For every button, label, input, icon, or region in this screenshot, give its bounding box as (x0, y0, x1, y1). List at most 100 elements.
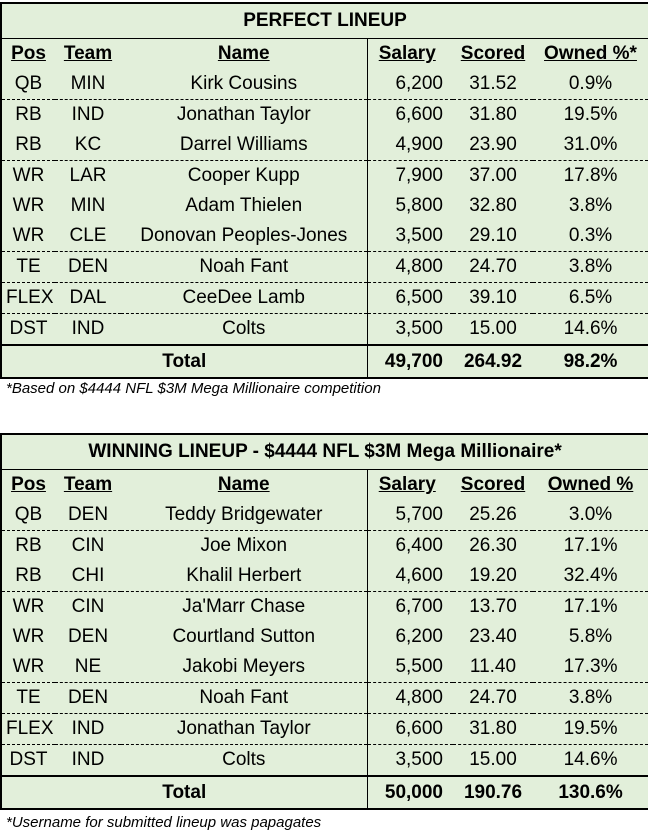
cell-team: DEN (55, 251, 121, 283)
cell-team: DAL (55, 282, 121, 314)
cell-owned: 17.1% (533, 591, 648, 622)
cell-owned: 17.8% (533, 160, 648, 191)
cell-pos: WR (0, 591, 55, 622)
cell-pos: RB (0, 561, 55, 592)
cell-owned: 0.3% (533, 221, 648, 252)
header-pos: Pos (0, 469, 55, 500)
cell-salary: 3,500 (367, 744, 453, 776)
winning-lineup-title: WINNING LINEUP - $4444 NFL $3M Mega Mill… (0, 433, 648, 470)
cell-name: Khalil Herbert (121, 561, 368, 592)
cell-scored: 19.20 (469, 565, 517, 586)
cell-name: Courtland Sutton (121, 622, 368, 652)
cell-owned: 17.3% (533, 652, 648, 683)
cell-scored: 37.00 (453, 160, 533, 191)
cell-owned: 32.4% (533, 561, 648, 592)
cell-pos: RB (0, 99, 55, 130)
cell-name: Kirk Cousins (121, 69, 368, 100)
cell-team: LAR (55, 160, 121, 191)
header-team: Team (63, 474, 113, 495)
cell-owned: 3.0% (533, 500, 648, 531)
cell-salary: 5,800 (395, 195, 443, 216)
table-row: FLEX DAL CeeDee Lamb 6,500 39.10 6.5% (0, 282, 648, 314)
cell-salary: 7,900 (367, 160, 453, 191)
table-row: WR MIN Adam Thielen 5,800 32.80 3.8% (0, 191, 648, 221)
perfect-lineup-footnote: *Based on $4444 NFL $3M Mega Millionaire… (6, 380, 381, 397)
cell-salary: 4,800 (367, 682, 453, 714)
cell-scored: 39.10 (453, 282, 533, 314)
cell-name: Ja'Marr Chase (121, 591, 368, 622)
cell-scored: 31.80 (453, 99, 533, 130)
table-row: DST IND Colts 3,500 15.00 14.6% (0, 313, 648, 345)
cell-owned: 0.9% (533, 69, 648, 100)
cell-pos: RB (0, 130, 55, 161)
cell-pos: WR (0, 191, 55, 221)
cell-pos: DST (0, 313, 55, 345)
winning-lineup-title-row: WINNING LINEUP - $4444 NFL $3M Mega Mill… (0, 433, 648, 470)
table-row: QB DEN Teddy Bridgewater 5,700 25.26 3.0… (0, 500, 648, 531)
cell-scored: 32.80 (469, 195, 517, 216)
perfect-lineup-title: PERFECT LINEUP (0, 2, 648, 39)
cell-salary: 6,200 (395, 73, 443, 94)
cell-team: IND (55, 99, 121, 130)
table-row: RB CHI Khalil Herbert 4,600 19.20 32.4% (0, 561, 648, 592)
cell-pos: WR (0, 160, 55, 191)
cell-name: Jakobi Meyers (121, 652, 368, 683)
table-row: WR DEN Courtland Sutton 6,200 23.40 5.8% (0, 622, 648, 652)
cell-salary: 6,700 (367, 591, 453, 622)
cell-salary: 6,200 (395, 626, 443, 647)
header-owned: Owned % (533, 469, 648, 500)
total-scored: 264.92 (453, 344, 533, 379)
cell-team: IND (55, 313, 121, 345)
cell-owned: 19.5% (533, 713, 648, 745)
total-salary: 49,700 (367, 344, 453, 379)
header-salary: Salary (378, 43, 436, 64)
cell-owned: 14.6% (533, 744, 648, 776)
cell-pos: TE (0, 682, 55, 714)
cell-team: DEN (67, 626, 109, 647)
cell-owned: 3.8% (533, 682, 648, 714)
cell-name: Jonathan Taylor (121, 713, 368, 745)
table-row: WR CIN Ja'Marr Chase 6,700 13.70 17.1% (0, 591, 648, 622)
total-owned: 130.6% (533, 775, 648, 810)
perfect-lineup-header-row: Pos Team Name Salary Scored Owned %* (0, 38, 648, 69)
cell-scored: 13.70 (453, 591, 533, 622)
cell-team: MIN (70, 73, 106, 94)
cell-scored: 31.80 (453, 713, 533, 745)
cell-owned: 31.0% (533, 130, 648, 161)
cell-team: NE (74, 656, 102, 677)
cell-salary: 5,500 (395, 656, 443, 677)
cell-team: IND (55, 744, 121, 776)
cell-team: CLE (69, 225, 107, 246)
cell-pos: FLEX (0, 713, 55, 745)
cell-name: Adam Thielen (121, 191, 368, 221)
perfect-lineup-table: PERFECT LINEUP Pos Team Name Salary Scor… (0, 2, 648, 379)
table-row: FLEX IND Jonathan Taylor 6,600 31.80 19.… (0, 713, 648, 745)
cell-scored: 25.26 (469, 504, 517, 525)
cell-name: CeeDee Lamb (121, 282, 368, 314)
cell-name: Joe Mixon (121, 530, 368, 561)
table-row: RB CIN Joe Mixon 6,400 26.30 17.1% (0, 530, 648, 561)
cell-pos: DST (0, 744, 55, 776)
cell-owned: 3.8% (533, 251, 648, 283)
cell-salary: 6,500 (367, 282, 453, 314)
table-row: QB MIN Kirk Cousins 6,200 31.52 0.9% (0, 69, 648, 100)
cell-owned: 17.1% (533, 530, 648, 561)
table-row: WR NE Jakobi Meyers 5,500 11.40 17.3% (0, 652, 648, 683)
cell-team: DEN (67, 504, 109, 525)
total-salary: 50,000 (367, 775, 453, 810)
cell-salary: 4,800 (367, 251, 453, 283)
table-row: RB KC Darrel Williams 4,900 23.90 31.0% (0, 130, 648, 161)
cell-team: KC (74, 134, 102, 155)
cell-pos: TE (0, 251, 55, 283)
cell-scored: 23.40 (469, 626, 517, 647)
cell-pos: WR (0, 221, 55, 252)
cell-scored: 26.30 (453, 530, 533, 561)
cell-salary: 5,700 (395, 504, 443, 525)
cell-name: Teddy Bridgewater (121, 500, 368, 531)
table-row: TE DEN Noah Fant 4,800 24.70 3.8% (0, 682, 648, 714)
cell-scored: 11.40 (469, 656, 517, 677)
winning-lineup-header-row: Pos Team Name Salary Scored Owned % (0, 469, 648, 500)
table-row: DST IND Colts 3,500 15.00 14.6% (0, 744, 648, 776)
cell-scored: 15.00 (453, 744, 533, 776)
header-salary: Salary (378, 474, 436, 495)
